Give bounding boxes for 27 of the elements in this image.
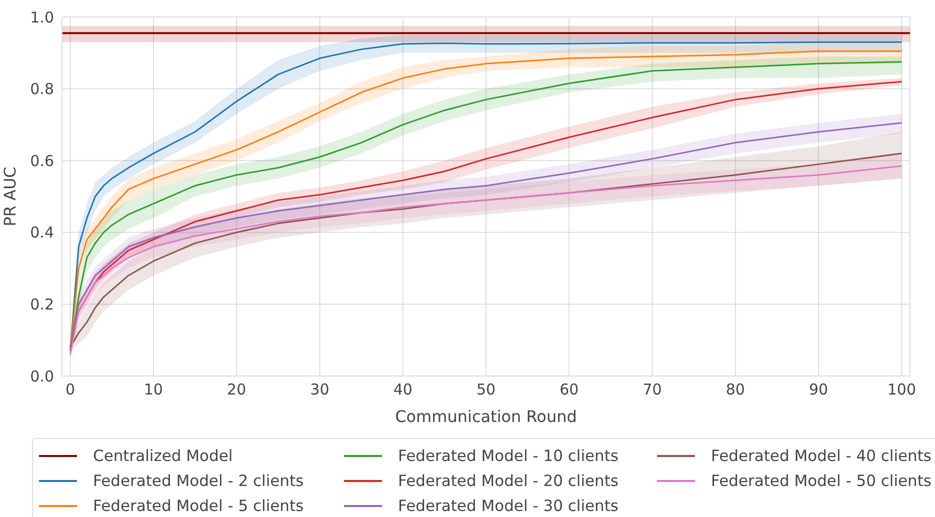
x-tick-label: 80: [726, 380, 745, 399]
y-tick-label: 0.4: [30, 224, 54, 242]
x-tick-label: 50: [476, 380, 496, 399]
y-tick-label: 0.8: [30, 80, 54, 98]
legend-label: Centralized Model: [93, 446, 233, 464]
x-tick-label: 10: [144, 380, 163, 399]
x-tick-label: 60: [560, 380, 579, 399]
x-tick-label: 100: [887, 380, 916, 399]
y-axis-title: PR AUC: [0, 166, 20, 226]
x-tick-label: 0: [66, 380, 76, 399]
x-tick-label: 70: [642, 380, 662, 399]
legend-label: Federated Model - 30 clients: [398, 496, 619, 514]
y-tick-label: 0.0: [30, 367, 54, 386]
y-tick-label: 0.2: [30, 296, 54, 314]
x-tick-label: 20: [227, 380, 246, 399]
x-tick-label: 40: [393, 380, 412, 399]
y-tick-label: 0.6: [30, 152, 54, 170]
y-tick-label: 1.0: [30, 8, 54, 26]
x-axis-title: Communication Round: [395, 407, 577, 426]
x-tick-label: 30: [310, 380, 330, 399]
legend-label: Federated Model - 20 clients: [398, 472, 619, 490]
legend-label: Federated Model - 5 clients: [93, 496, 304, 514]
legend-label: Federated Model - 2 clients: [93, 472, 304, 490]
legend-label: Federated Model - 50 clients: [711, 472, 932, 490]
legend-label: Federated Model - 40 clients: [711, 446, 932, 464]
legend-label: Federated Model - 10 clients: [398, 446, 619, 464]
x-tick-label: 90: [809, 380, 828, 399]
